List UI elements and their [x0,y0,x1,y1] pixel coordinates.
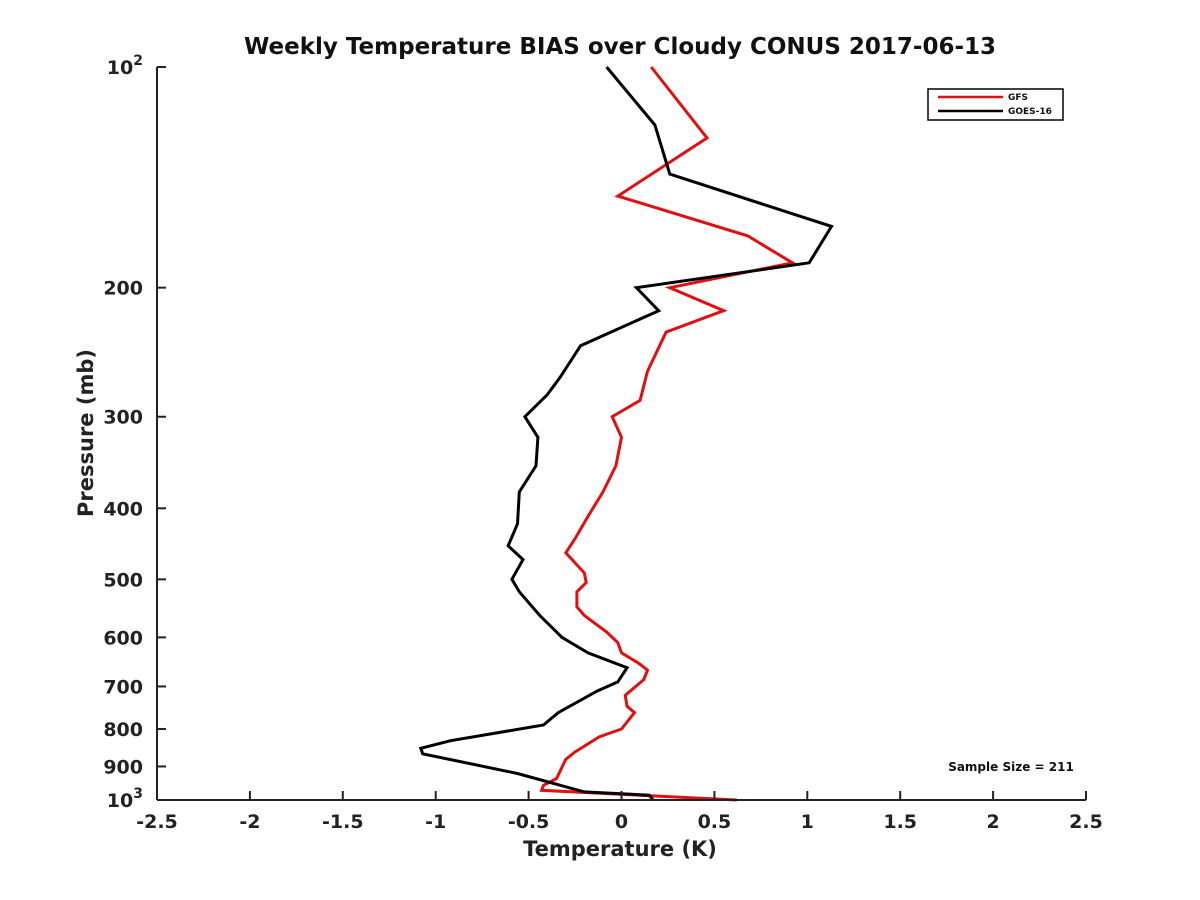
series-line-gfs [539,66,797,802]
y-tick-label: 400 [103,498,143,520]
y-tick-label: 800 [103,719,143,741]
y-tick-label: 600 [103,627,143,649]
x-tick-label: 2 [986,811,999,833]
x-tick-label: -2 [239,811,260,833]
x-tick-label: -0.5 [508,811,550,833]
x-tick-label: 1 [801,811,814,833]
x-tick-label: 0.5 [698,811,732,833]
y-tick-label: 200 [103,278,143,300]
legend-entry-goes16[interactable]: GOES-16 [938,107,1052,117]
plot-area [418,66,834,802]
chart-title: Weekly Temperature BIAS over Cloudy CONU… [244,34,996,60]
y-tick-label: 103 [107,786,143,812]
x-axis-ticks: -2.5 -2 -1.5 -1 -0.5 0 0.5 1 1.5 2 2.5 [136,791,1103,833]
y-tick-label: 102 [107,53,143,79]
x-tick-label: 2.5 [1069,811,1103,833]
legend-label-goes16: GOES-16 [1008,107,1052,117]
legend-entry-gfs[interactable]: GFS [938,93,1028,103]
legend[interactable]: GFS GOES-16 [927,88,1064,121]
x-tick-label: -1 [425,811,446,833]
y-tick-label: 300 [103,407,143,429]
series-line-goes16 [418,66,834,801]
x-tick-label: -2.5 [136,811,178,833]
y-axis-ticks: 102 200 300 400 500 600 700 800 900 103 [103,53,166,812]
x-axis-label: Temperature (K) [523,837,717,861]
y-tick-label: 700 [103,676,143,698]
x-tick-label: 1.5 [883,811,917,833]
legend-box [927,88,1064,121]
x-tick-label: -1.5 [322,811,364,833]
y-axis-label: Pressure (mb) [74,349,98,517]
legend-label-gfs: GFS [1008,93,1028,103]
y-tick-label: 500 [103,569,143,591]
y-tick-label: 900 [103,756,143,778]
sample-size-annotation: Sample Size = 211 [948,760,1074,774]
axes: -2.5 -2 -1.5 -1 -0.5 0 0.5 1 1.5 2 2.5 102 200 300 40… [103,53,1103,833]
x-tick-label: 0 [615,811,628,833]
